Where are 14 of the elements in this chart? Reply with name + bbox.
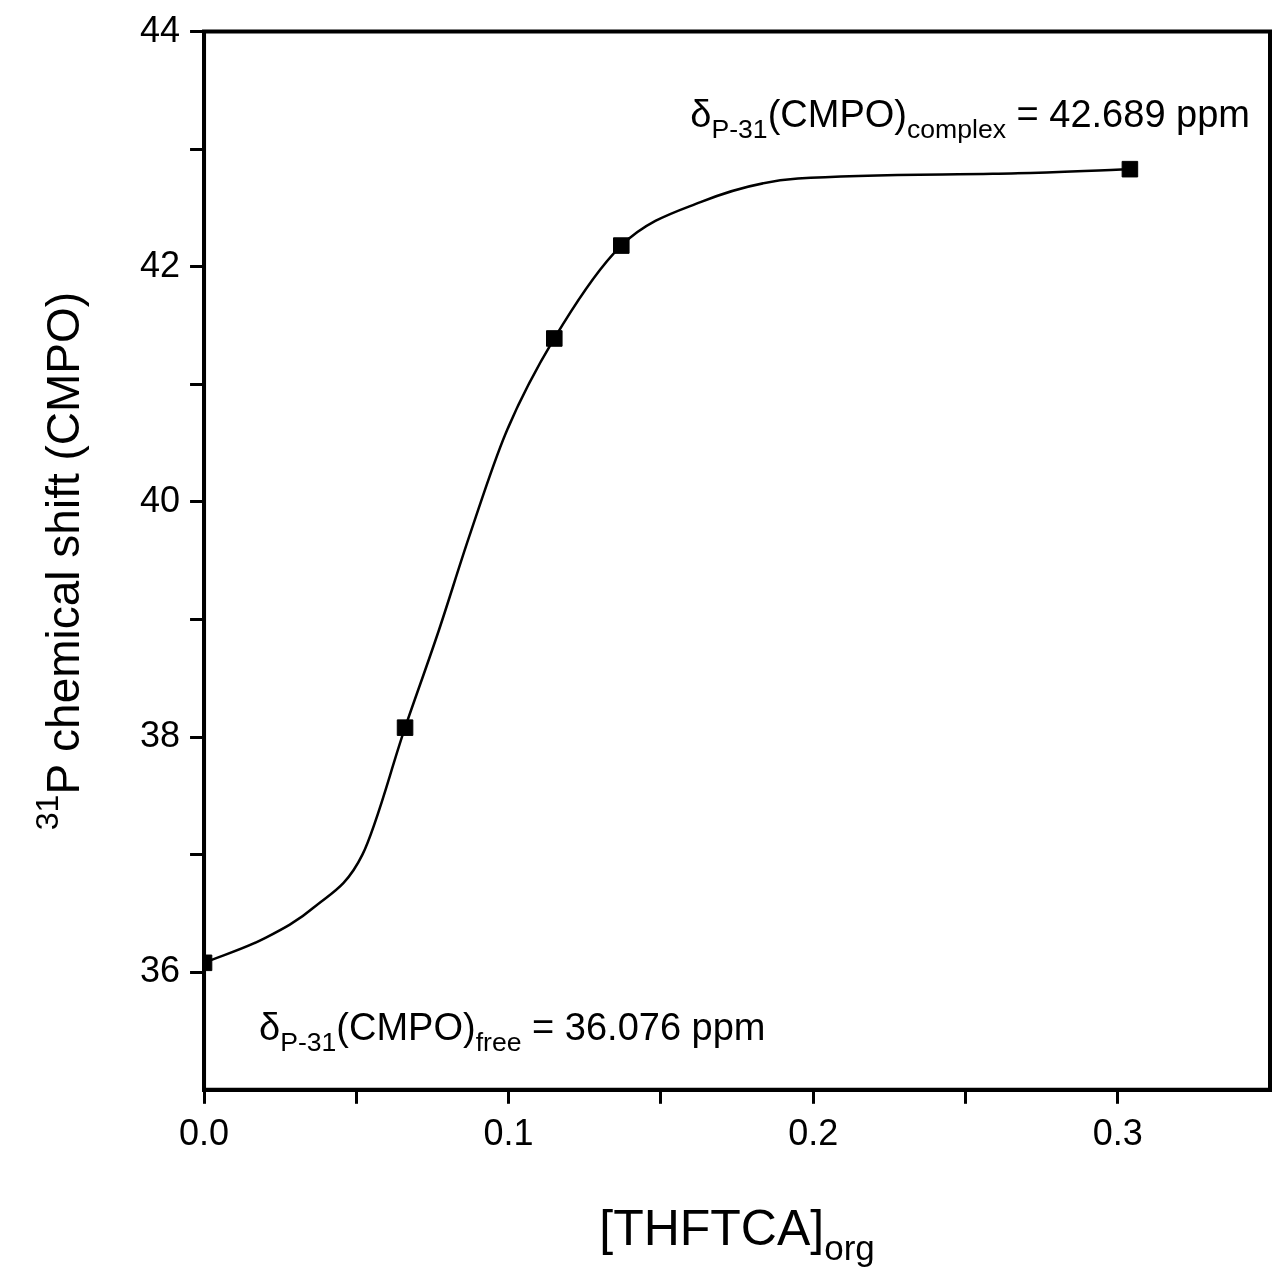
x-tick-label: 0.1 (483, 1112, 534, 1154)
point (1121, 160, 1139, 178)
point (613, 237, 630, 254)
point (396, 719, 414, 736)
y-tick-label: 40 (140, 478, 181, 520)
x-tick-label: 0.2 (788, 1112, 839, 1154)
y-tick-label: 38 (140, 713, 181, 755)
x-tick-label: 0.0 (179, 1112, 230, 1154)
y-tick-label: 36 (140, 949, 181, 991)
point (546, 330, 563, 347)
x-tick-label: 0.3 (1092, 1112, 1143, 1154)
y-tick-label: 42 (140, 243, 181, 285)
y-axis-title: 31P chemical shift (CMPO) (29, 291, 90, 831)
y-tick-label: 44 (140, 8, 181, 50)
